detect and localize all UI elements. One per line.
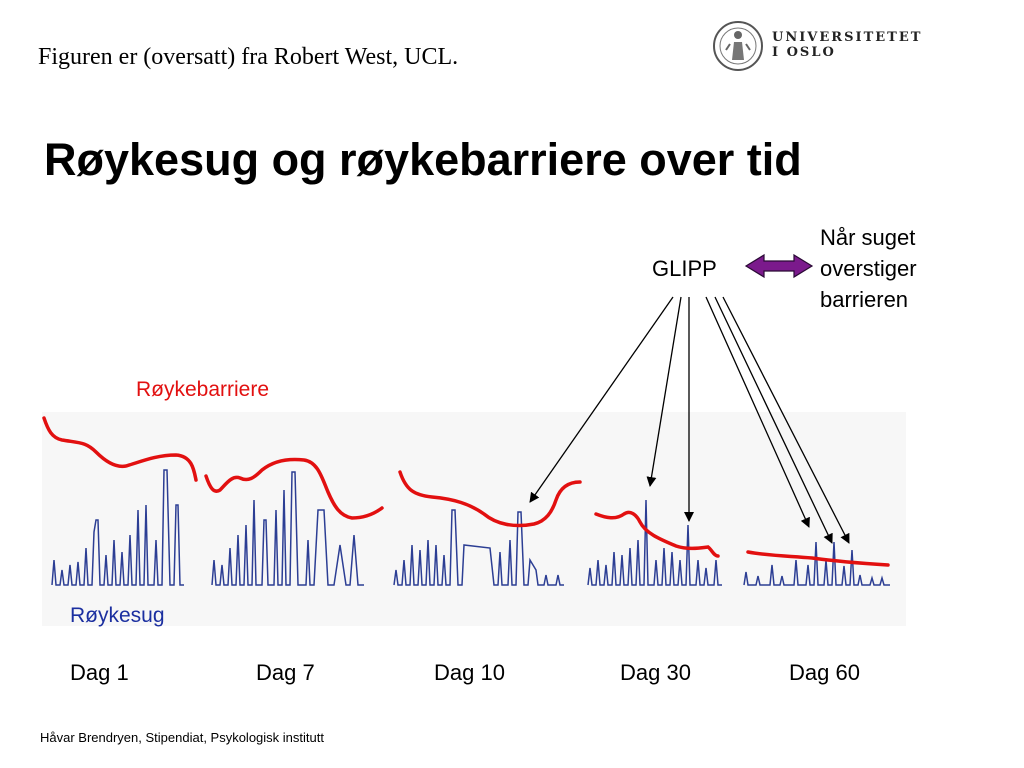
day-label-7: Dag 7	[256, 660, 315, 685]
double-arrow-icon	[744, 253, 814, 279]
barrier-curve-day30	[594, 510, 720, 558]
day-label-10: Dag 10	[434, 660, 505, 685]
barrier-curves	[42, 416, 890, 567]
glipp-arrows	[529, 296, 850, 544]
barrier-label: Røykebarriere	[136, 378, 270, 401]
chart-panel	[42, 412, 906, 626]
definition-line-1: Når suget	[820, 225, 916, 250]
day-label-1: Dag 1	[70, 660, 129, 685]
definition-line-2: overstiger	[820, 256, 917, 281]
craving-trace-day10	[393, 509, 564, 586]
glipp-arrow-5	[714, 296, 833, 544]
craving-trace-day1	[51, 469, 184, 586]
definition-line-3: barrieren	[820, 287, 909, 312]
craving-traces	[51, 469, 890, 586]
glipp-arrow-2	[646, 296, 682, 487]
day-label-60: Dag 60	[789, 660, 860, 685]
footer-credit: Håvar Brendryen, Stipendiat, Psykologisk…	[40, 730, 324, 745]
barrier-curve-day60	[746, 550, 890, 567]
craving-trace-day60	[743, 541, 890, 586]
craving-trace-day7	[211, 471, 364, 586]
day-label-30: Dag 30	[620, 660, 691, 685]
university-logo	[712, 20, 764, 77]
page-title: Røykesug og røykebarriere over tid	[44, 134, 802, 185]
glipp-arrow-4	[705, 296, 810, 528]
craving-label: Røykesug	[70, 604, 165, 627]
source-note: Figuren er (oversatt) fra Robert West, U…	[38, 44, 459, 70]
barrier-curve-day10	[398, 470, 582, 528]
logo-text-line1: UNIVERSITETET	[772, 30, 923, 45]
definition-text: Når suget overstiger barrieren	[820, 222, 917, 315]
glipp-label: GLIPP	[652, 256, 717, 281]
logo-text-line2: I OSLO	[772, 45, 836, 60]
glipp-arrow-1	[529, 296, 674, 503]
barrier-curve-day7	[204, 457, 384, 520]
barrier-curve-day1	[42, 416, 198, 482]
university-seal-icon	[713, 21, 763, 71]
glipp-arrow-6	[722, 296, 850, 544]
craving-trace-day30	[587, 499, 722, 586]
